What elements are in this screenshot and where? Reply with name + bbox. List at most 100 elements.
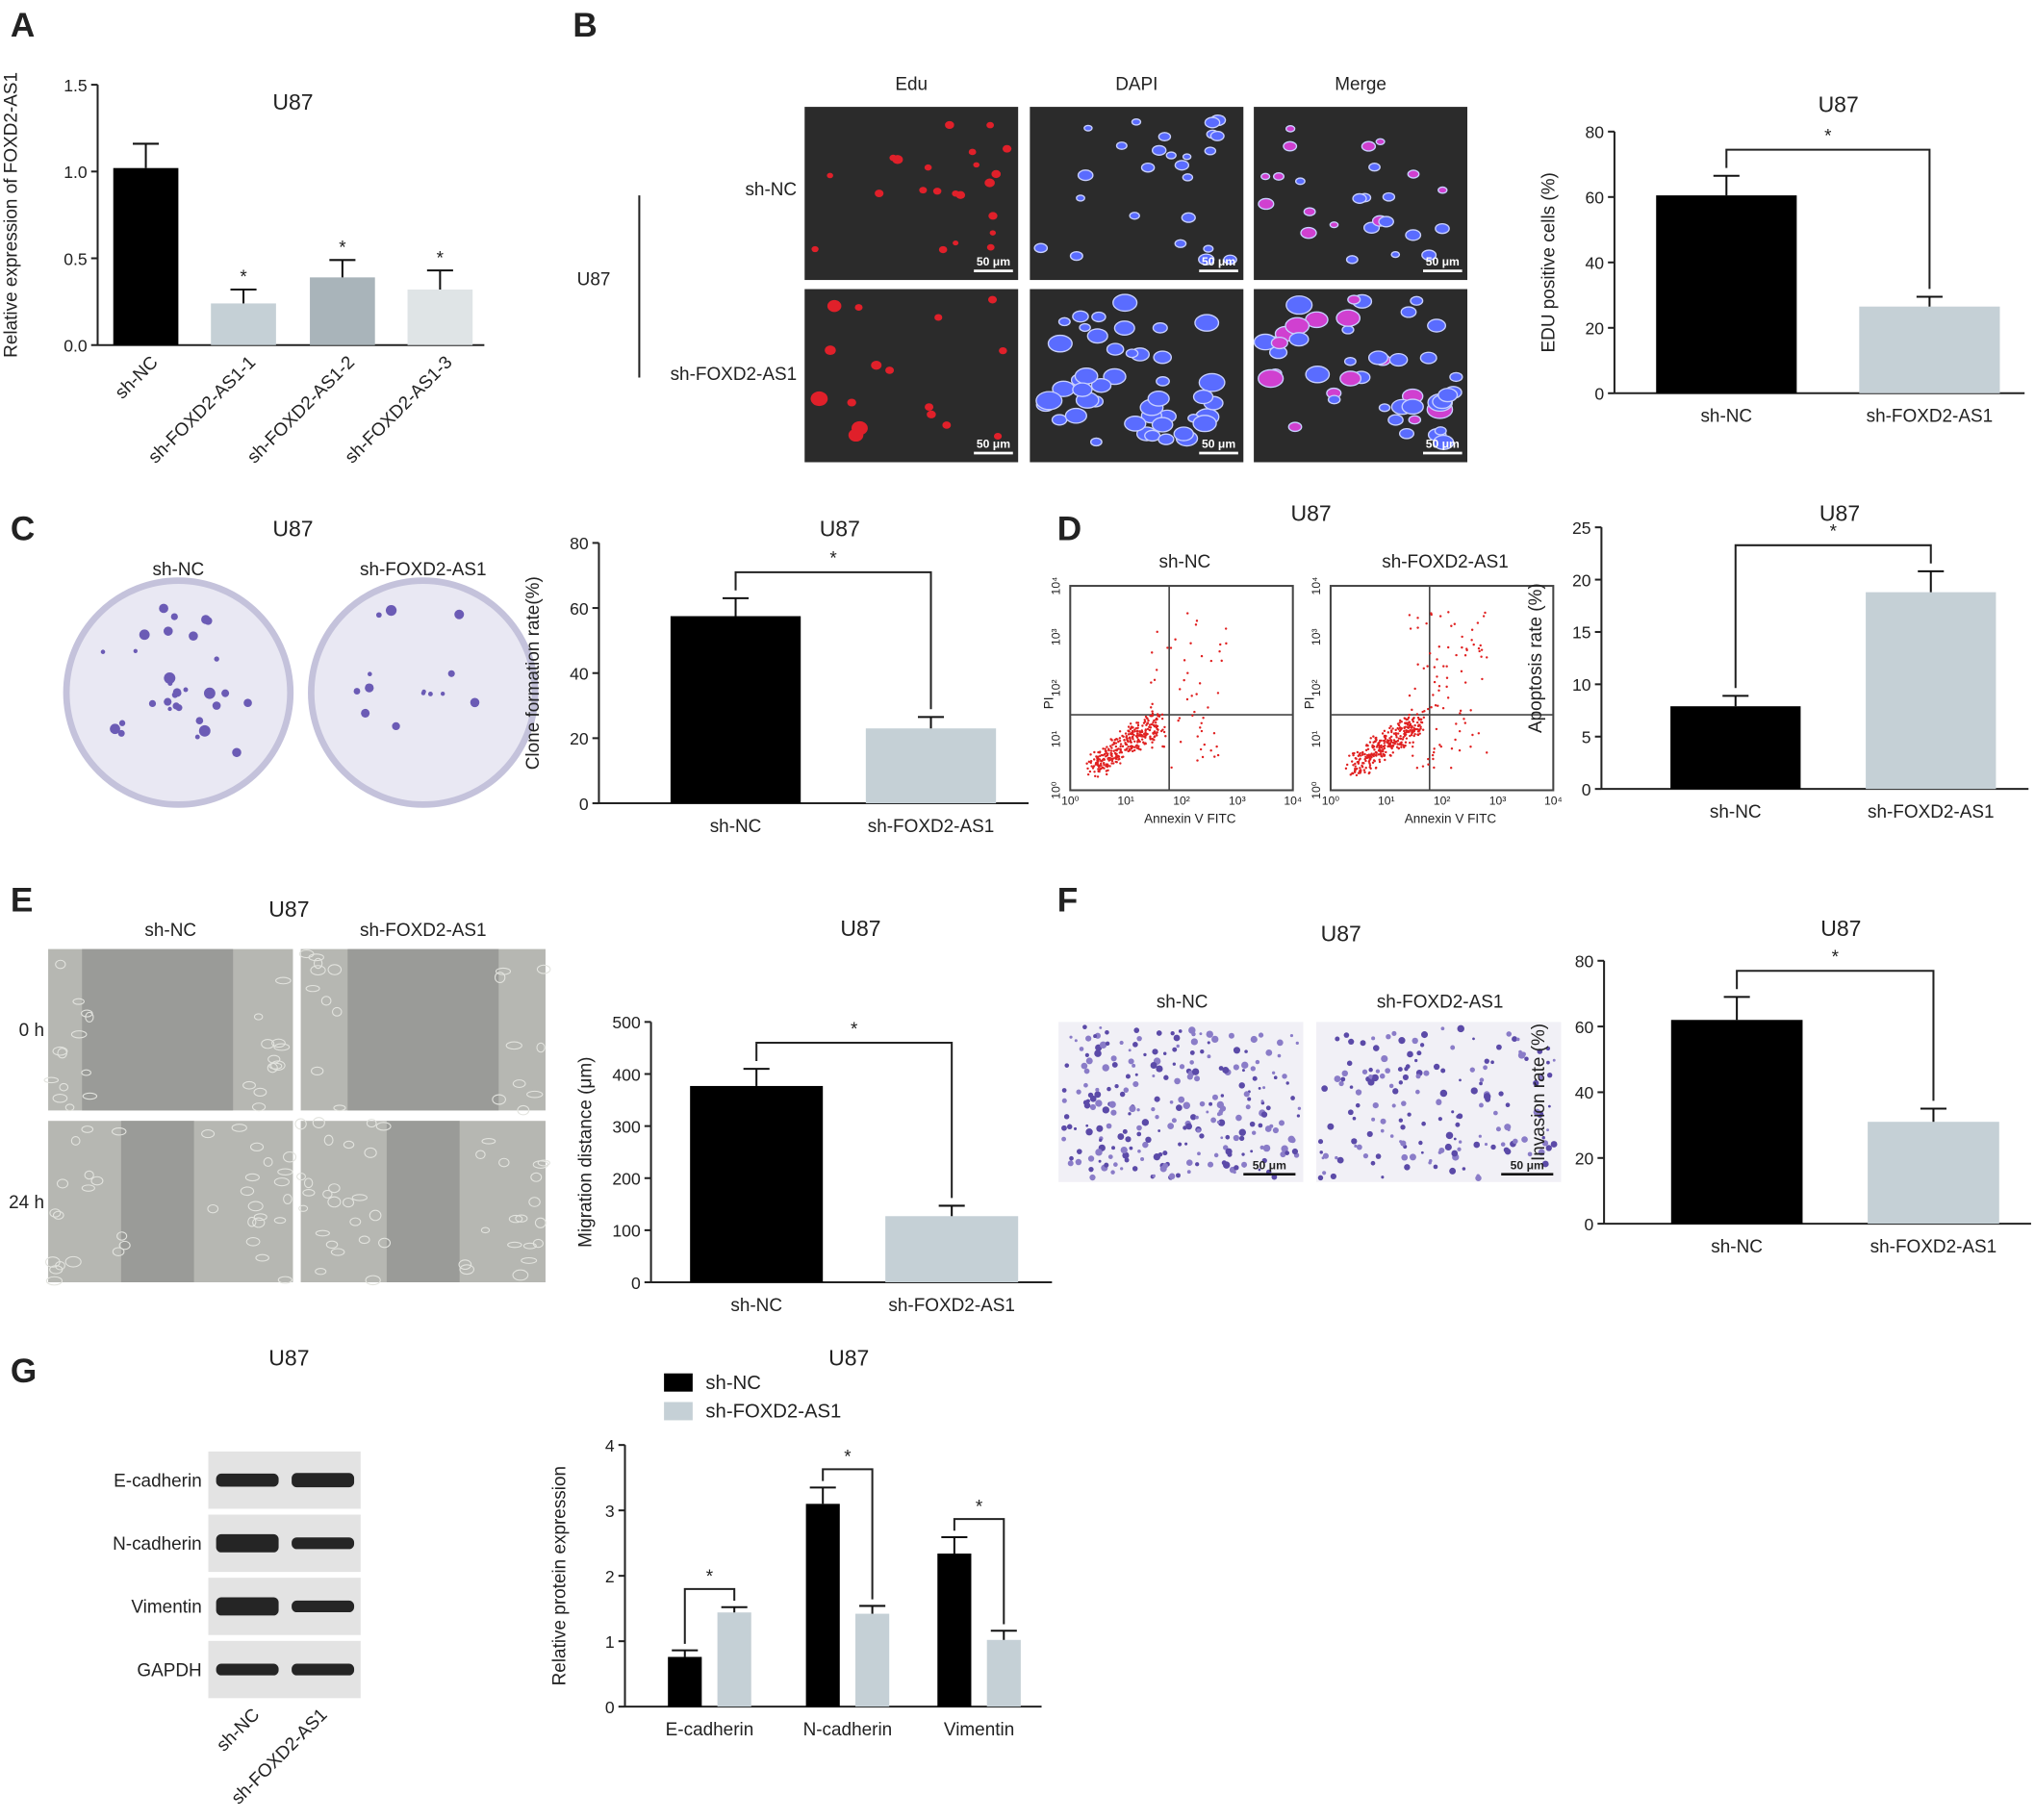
event bbox=[1150, 681, 1153, 684]
cell bbox=[1305, 366, 1331, 384]
cell bbox=[1280, 1150, 1286, 1158]
event bbox=[1102, 761, 1106, 765]
cell bbox=[534, 1217, 547, 1228]
cell bbox=[1089, 437, 1103, 447]
chart-title: U87 bbox=[1820, 916, 1861, 941]
event bbox=[1360, 754, 1362, 757]
cell bbox=[1190, 1038, 1198, 1046]
event bbox=[1125, 748, 1128, 751]
cell bbox=[1218, 1066, 1224, 1071]
cell bbox=[1469, 1067, 1475, 1073]
cell bbox=[343, 1140, 355, 1150]
cell bbox=[1199, 1032, 1203, 1036]
event bbox=[1132, 726, 1134, 729]
cell bbox=[475, 1150, 486, 1160]
cell bbox=[1129, 1105, 1136, 1113]
bar bbox=[1656, 195, 1797, 393]
significance-bracket bbox=[822, 1468, 874, 1600]
cell bbox=[1081, 1062, 1088, 1070]
event bbox=[1131, 735, 1134, 739]
cell bbox=[1546, 1060, 1550, 1065]
event bbox=[1144, 715, 1148, 719]
cell bbox=[1195, 1162, 1200, 1167]
event bbox=[1143, 743, 1146, 746]
event bbox=[1139, 731, 1142, 734]
flow-y-tick: 10³ bbox=[1049, 628, 1062, 645]
event bbox=[1419, 720, 1423, 723]
column-label: DAPI bbox=[1115, 75, 1157, 95]
event bbox=[1129, 737, 1132, 740]
colony bbox=[440, 691, 445, 696]
cell bbox=[848, 428, 864, 442]
event bbox=[1386, 731, 1390, 734]
event bbox=[1096, 775, 1100, 778]
cell bbox=[1348, 1038, 1355, 1046]
cell bbox=[267, 1062, 278, 1074]
cell bbox=[1218, 1109, 1224, 1114]
event bbox=[1355, 767, 1359, 771]
colony bbox=[212, 701, 221, 710]
cell bbox=[1407, 169, 1420, 179]
cell bbox=[1108, 1100, 1116, 1108]
significance: * bbox=[706, 1567, 714, 1587]
cell bbox=[1098, 1159, 1102, 1163]
event bbox=[1118, 751, 1122, 754]
cell bbox=[1099, 1025, 1103, 1029]
event bbox=[1354, 765, 1357, 768]
cell bbox=[1168, 1173, 1176, 1180]
event bbox=[1416, 733, 1420, 737]
cell bbox=[298, 1204, 309, 1212]
cell bbox=[1400, 1125, 1406, 1130]
cell bbox=[1478, 1134, 1482, 1138]
cell bbox=[1294, 177, 1306, 186]
event bbox=[1170, 766, 1173, 770]
event bbox=[1156, 630, 1158, 634]
cell bbox=[1368, 1074, 1373, 1079]
cell bbox=[1387, 414, 1404, 426]
cell bbox=[1183, 1125, 1187, 1130]
event bbox=[1154, 721, 1157, 724]
event bbox=[1399, 735, 1402, 738]
event bbox=[1085, 762, 1088, 765]
cell bbox=[1285, 1150, 1290, 1155]
cell bbox=[1082, 1024, 1087, 1029]
image-title: U87 bbox=[272, 517, 313, 542]
event bbox=[1141, 735, 1144, 738]
cell bbox=[70, 1136, 81, 1146]
bar bbox=[690, 1085, 824, 1283]
cell bbox=[515, 1214, 528, 1223]
x-tick-label: sh-NC bbox=[710, 817, 762, 837]
event bbox=[1093, 750, 1096, 754]
cell bbox=[322, 1189, 333, 1199]
event bbox=[1145, 723, 1148, 727]
event bbox=[1129, 745, 1132, 748]
cell bbox=[1433, 434, 1455, 450]
cell bbox=[1157, 132, 1172, 142]
flow-x-tick: 10⁴ bbox=[1284, 794, 1302, 807]
cell bbox=[1355, 1089, 1362, 1096]
event bbox=[1416, 720, 1419, 724]
colony bbox=[200, 726, 210, 736]
blot-band bbox=[216, 1597, 279, 1616]
event bbox=[1207, 706, 1209, 709]
event bbox=[1368, 762, 1371, 765]
flow-y-label: PI bbox=[1302, 696, 1316, 709]
cell bbox=[1404, 1164, 1411, 1171]
event bbox=[1418, 723, 1421, 726]
cell bbox=[1196, 1127, 1201, 1133]
cell bbox=[1132, 1063, 1136, 1068]
event bbox=[1129, 727, 1132, 731]
cell bbox=[1462, 1167, 1466, 1171]
event bbox=[1459, 712, 1462, 715]
cell bbox=[1455, 1122, 1461, 1127]
cell bbox=[1073, 1126, 1078, 1130]
event bbox=[1105, 763, 1108, 766]
cell bbox=[1088, 1167, 1094, 1173]
cell bbox=[1102, 1064, 1109, 1072]
event bbox=[1371, 761, 1375, 765]
bar bbox=[937, 1554, 972, 1707]
cell bbox=[1500, 1142, 1506, 1147]
y-tick-label: 40 bbox=[570, 664, 589, 683]
cell bbox=[1281, 1145, 1288, 1152]
bar bbox=[1868, 1122, 1999, 1225]
